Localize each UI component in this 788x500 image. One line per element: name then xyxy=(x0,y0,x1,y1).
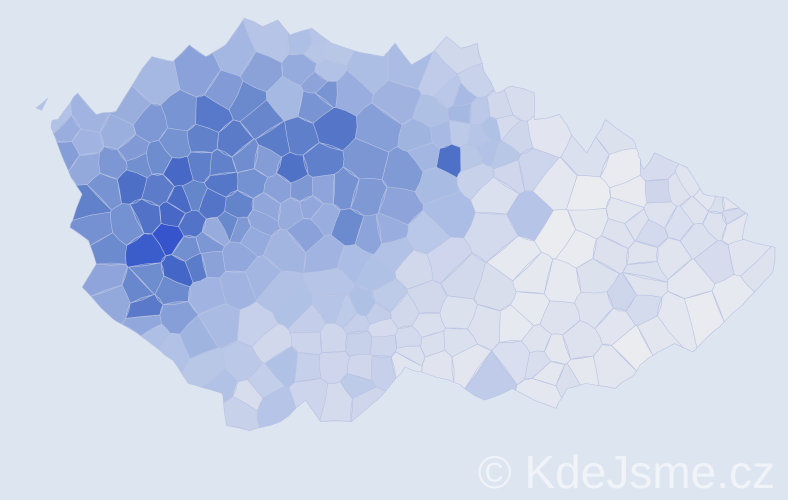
svg-text:© KdeJsme.cz: © KdeJsme.cz xyxy=(478,446,775,498)
